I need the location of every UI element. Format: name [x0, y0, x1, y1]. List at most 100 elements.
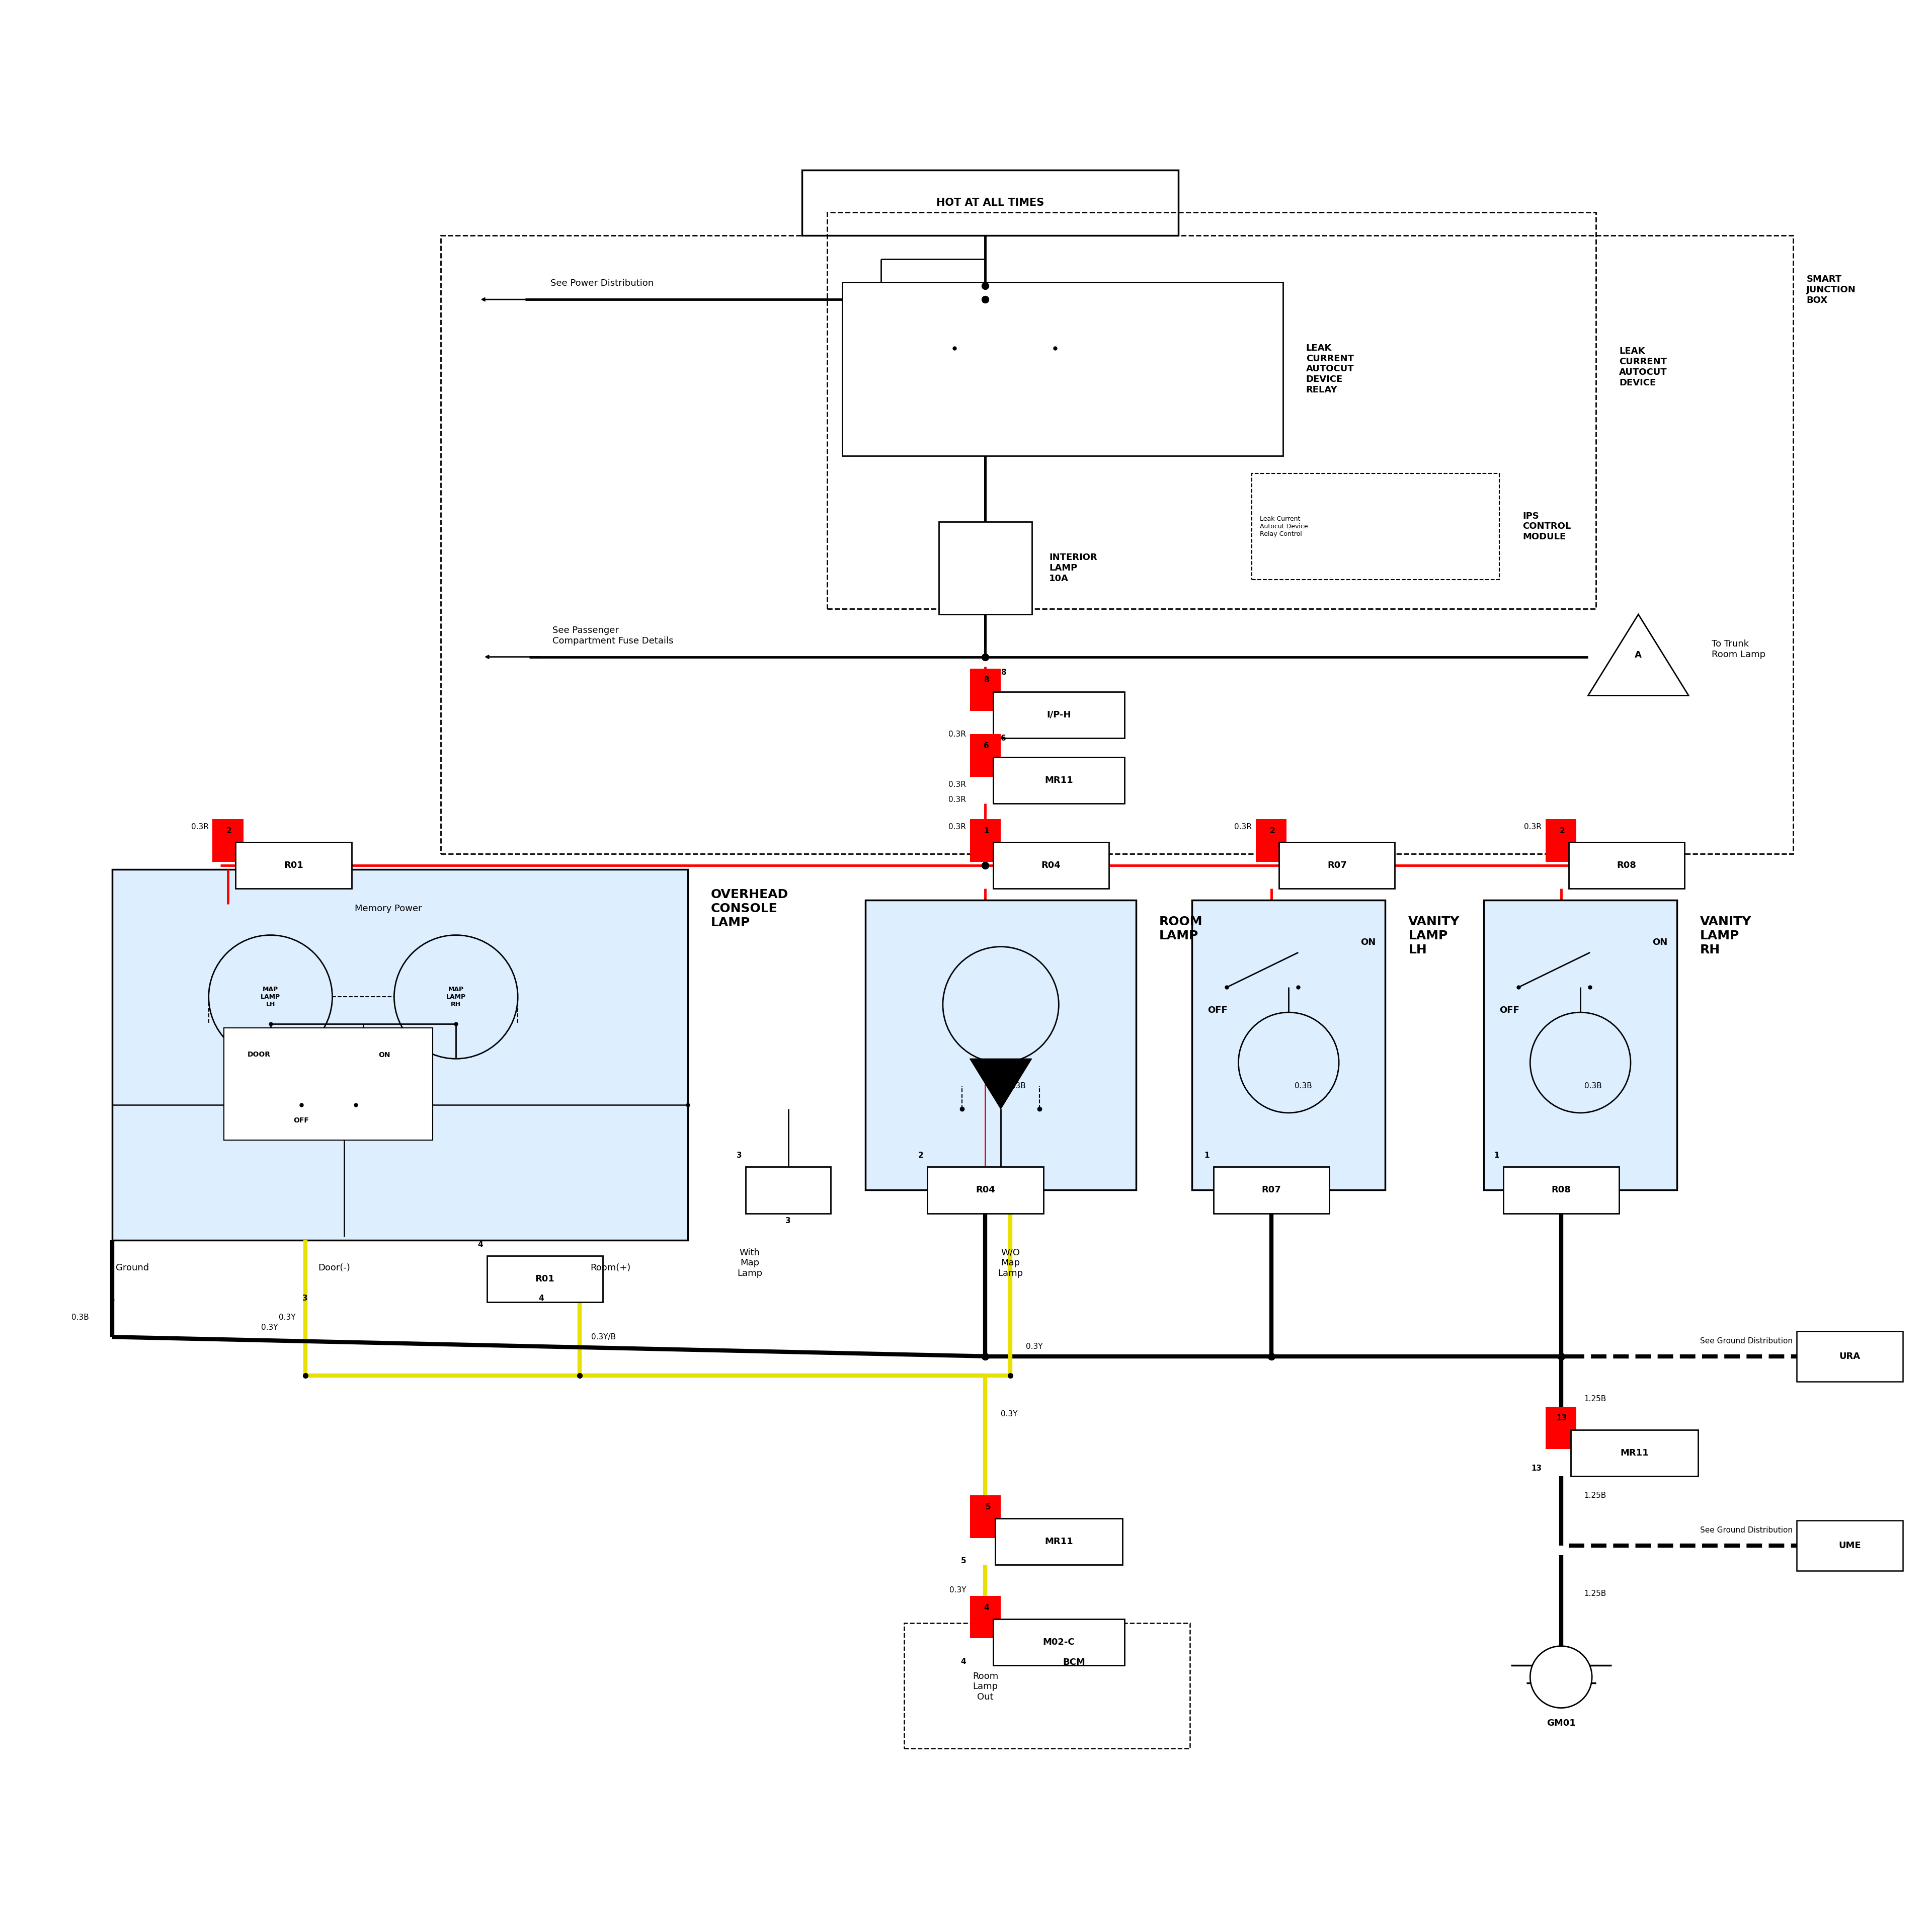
Text: GM01: GM01 — [1546, 1719, 1577, 1727]
Text: Door(-): Door(-) — [319, 1264, 350, 1273]
Bar — [1252, 473, 1499, 580]
Bar — [1192, 900, 1385, 1190]
Polygon shape — [970, 1059, 1032, 1109]
Text: A: A — [1634, 651, 1642, 659]
Text: 1: 1 — [983, 827, 989, 835]
Text: 0.3Y: 0.3Y — [949, 1586, 966, 1594]
Text: 0.3B: 0.3B — [71, 1314, 89, 1321]
Bar — [904, 1623, 1190, 1748]
Text: 3: 3 — [303, 1294, 307, 1302]
Bar — [487, 1256, 603, 1302]
Text: URA: URA — [1839, 1352, 1861, 1360]
Text: ON: ON — [1360, 937, 1376, 947]
Bar — [213, 819, 243, 862]
Text: See Power Distribution: See Power Distribution — [551, 278, 653, 288]
Text: OFF: OFF — [1499, 1007, 1519, 1014]
Bar — [970, 819, 1001, 862]
Text: 0.3Y: 0.3Y — [1026, 1343, 1043, 1350]
Text: 0.3R: 0.3R — [1235, 823, 1252, 831]
Text: To Trunk
Room Lamp: To Trunk Room Lamp — [1712, 639, 1766, 659]
Text: VANITY
LAMP
LH: VANITY LAMP LH — [1408, 916, 1461, 956]
Bar — [1484, 900, 1677, 1190]
Bar — [802, 170, 1179, 236]
Bar — [993, 1619, 1124, 1665]
Bar — [970, 1596, 1001, 1638]
Bar — [970, 734, 1001, 777]
Text: 5: 5 — [985, 1503, 991, 1511]
Text: 1.25B: 1.25B — [1584, 1492, 1607, 1499]
Text: R04: R04 — [976, 1186, 995, 1194]
Text: 0.3Y: 0.3Y — [1001, 1410, 1018, 1418]
Text: IPS
CONTROL
MODULE: IPS CONTROL MODULE — [1522, 512, 1571, 541]
Text: 1: 1 — [1493, 1151, 1499, 1159]
Text: 0.3R: 0.3R — [191, 823, 209, 831]
Text: 6: 6 — [1001, 734, 1007, 742]
Text: 0.3R: 0.3R — [949, 730, 966, 738]
Bar — [993, 692, 1124, 738]
Text: W/O
Map
Lamp: W/O Map Lamp — [997, 1248, 1024, 1279]
Text: MAP
LAMP
RH: MAP LAMP RH — [446, 985, 466, 1009]
Text: MR11: MR11 — [1045, 1538, 1072, 1546]
Bar — [866, 900, 1136, 1190]
Bar — [1256, 819, 1287, 862]
Text: R07: R07 — [1327, 862, 1347, 869]
Text: Ground: Ground — [116, 1264, 149, 1273]
Bar — [993, 842, 1109, 889]
Text: OFF: OFF — [294, 1117, 309, 1124]
Text: 2: 2 — [1559, 827, 1565, 835]
Text: 1: 1 — [1204, 1151, 1209, 1159]
Text: ROOM
LAMP: ROOM LAMP — [1159, 916, 1204, 941]
Text: 2: 2 — [1269, 827, 1275, 835]
Text: Room
Lamp
Out: Room Lamp Out — [972, 1671, 999, 1702]
Bar — [827, 213, 1596, 609]
Bar — [112, 869, 688, 1240]
Text: VANITY
LAMP
RH: VANITY LAMP RH — [1700, 916, 1752, 956]
Bar — [1797, 1331, 1903, 1381]
Text: 0.3Y: 0.3Y — [278, 1314, 296, 1321]
Text: 3: 3 — [786, 1217, 790, 1225]
Text: R07: R07 — [1262, 1186, 1281, 1194]
Bar — [993, 757, 1124, 804]
Bar — [995, 1519, 1122, 1565]
Text: 4: 4 — [960, 1658, 966, 1665]
Text: 0.3R: 0.3R — [949, 796, 966, 804]
Text: Memory Power: Memory Power — [355, 904, 421, 914]
Bar — [927, 1167, 1043, 1213]
Text: 8: 8 — [1001, 668, 1007, 676]
Text: BCM: BCM — [1063, 1658, 1086, 1667]
Text: 6: 6 — [983, 742, 989, 750]
Text: INTERIOR
LAMP
10A: INTERIOR LAMP 10A — [1049, 553, 1097, 583]
Text: OFF: OFF — [1208, 1007, 1227, 1014]
Text: MR11: MR11 — [1045, 777, 1072, 784]
Text: ON: ON — [379, 1051, 390, 1059]
Text: MAP
LAMP
LH: MAP LAMP LH — [261, 985, 280, 1009]
Text: LEAK
CURRENT
AUTOCUT
DEVICE: LEAK CURRENT AUTOCUT DEVICE — [1619, 348, 1667, 386]
Text: 0.3R: 0.3R — [1524, 823, 1542, 831]
Bar — [1571, 1430, 1698, 1476]
Bar — [236, 842, 352, 889]
Text: ON: ON — [1652, 937, 1667, 947]
Text: 0.3R: 0.3R — [949, 781, 966, 788]
Text: 5: 5 — [960, 1557, 966, 1565]
Bar — [1797, 1520, 1903, 1571]
Text: Leak Current
Autocut Device
Relay Control: Leak Current Autocut Device Relay Contro… — [1260, 516, 1308, 537]
Text: 13: 13 — [1530, 1464, 1542, 1472]
Text: 0.3B: 0.3B — [1009, 1082, 1026, 1090]
Text: With
Map
Lamp: With Map Lamp — [736, 1248, 763, 1279]
Text: M02-C: M02-C — [1043, 1638, 1074, 1646]
Bar — [1569, 842, 1685, 889]
Text: 2: 2 — [918, 1151, 923, 1159]
Text: UME: UME — [1839, 1542, 1861, 1549]
Text: 0.3R: 0.3R — [949, 823, 966, 831]
Bar — [1213, 1167, 1329, 1213]
Text: 1.25B: 1.25B — [1584, 1590, 1607, 1598]
Text: R01: R01 — [284, 862, 303, 869]
Text: See Passenger
Compartment Fuse Details: See Passenger Compartment Fuse Details — [553, 626, 674, 645]
Bar — [1546, 819, 1577, 862]
Bar — [970, 668, 1001, 711]
Bar — [1546, 1406, 1577, 1449]
Text: R01: R01 — [535, 1275, 554, 1283]
Text: 1: 1 — [110, 1294, 114, 1302]
Text: 0.3Y/B: 0.3Y/B — [591, 1333, 616, 1341]
Text: R04: R04 — [1041, 862, 1061, 869]
